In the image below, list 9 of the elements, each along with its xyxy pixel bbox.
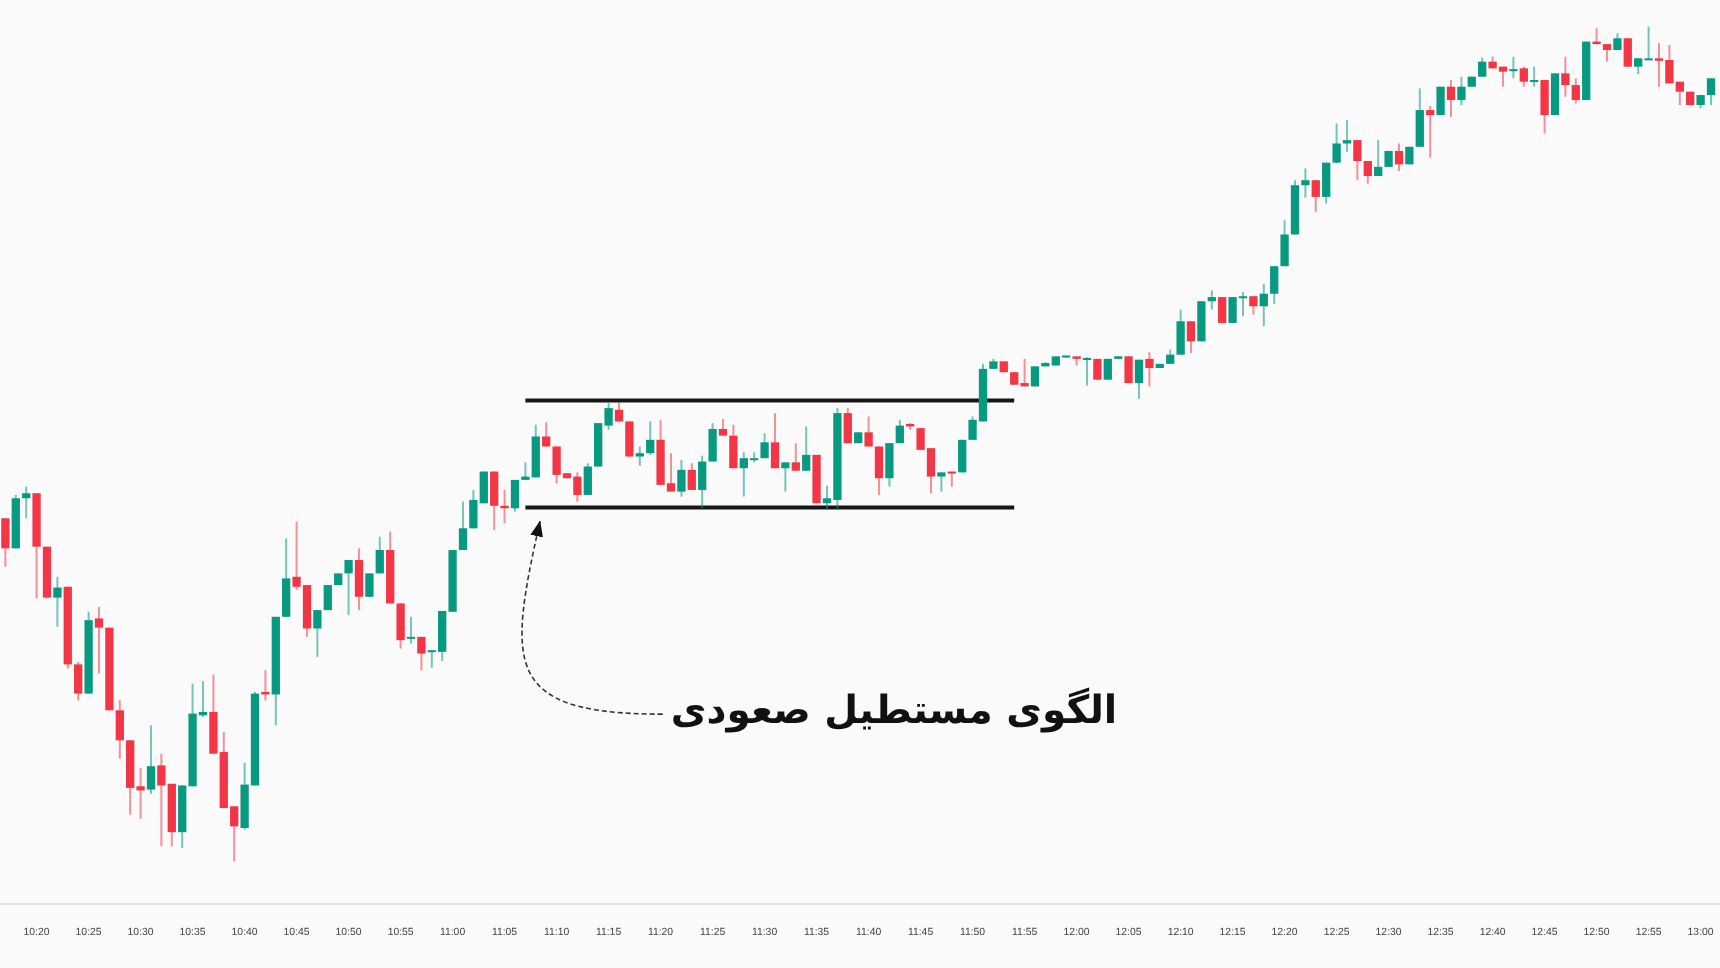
candlestick xyxy=(323,584,332,612)
candlestick xyxy=(1124,355,1133,385)
candlestick xyxy=(365,572,374,598)
candlestick xyxy=(1218,296,1227,324)
candlestick xyxy=(1197,300,1206,343)
annotation: الگوی مستطیل صعودی xyxy=(670,687,1118,734)
candlestick xyxy=(1550,72,1560,117)
candlestick xyxy=(1623,37,1632,68)
candlestick xyxy=(625,420,634,458)
